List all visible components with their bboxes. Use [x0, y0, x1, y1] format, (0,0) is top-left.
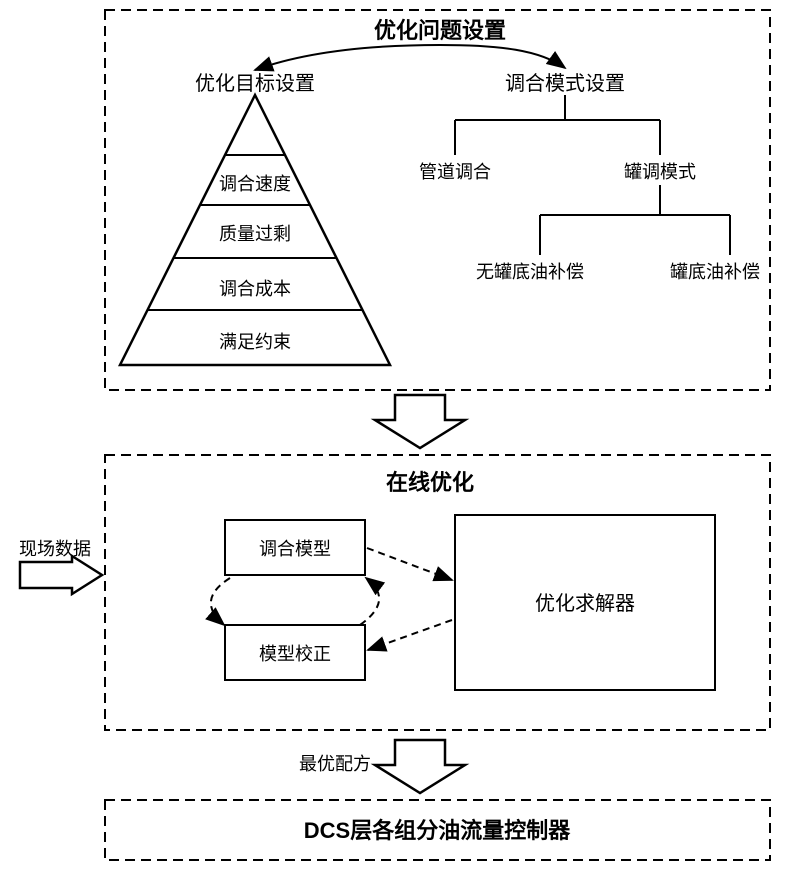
tree-l2b: 罐底油补偿 [670, 262, 760, 282]
pyramid-lv1: 调合速度 [219, 174, 291, 194]
left-heading: 优化目标设置 [195, 72, 315, 95]
blending-model-label: 调合模型 [259, 539, 331, 559]
top-title: 优化问题设置 [374, 18, 506, 43]
big-arrow-2 [375, 740, 465, 793]
bottom-label: DCS层各组分油流量控制器 [304, 818, 571, 843]
tree-l2a: 无罐底油补偿 [476, 262, 584, 282]
mid-title: 在线优化 [386, 470, 474, 495]
dash-arc-right [360, 578, 379, 625]
pyramid-lv4: 满足约束 [219, 332, 291, 352]
dash-to-solver-2 [368, 620, 452, 650]
right-heading: 调合模式设置 [505, 72, 625, 95]
model-correction-label: 模型校正 [259, 644, 331, 664]
pyramid-lv3: 调合成本 [219, 279, 291, 299]
dash-arc-left [211, 578, 230, 625]
big-arrow-1 [375, 395, 465, 448]
top-box [105, 10, 770, 390]
dash-to-solver-1 [367, 548, 452, 580]
pyramid-lv2: 质量过剩 [219, 224, 291, 244]
bracket-top-right [440, 45, 565, 68]
solver-label: 优化求解器 [535, 592, 635, 615]
left-input-label: 现场数据 [19, 539, 91, 559]
tree-l1a: 管道调合 [419, 162, 491, 182]
diagram-canvas: 优化问题设置 优化目标设置 调合模式设置 调合速度 质量过剩 调合成本 满足约束… [0, 0, 800, 872]
bracket-top [255, 45, 440, 70]
left-input-arrow [20, 556, 102, 594]
tree-l1b: 罐调模式 [624, 162, 696, 182]
arrow2-label: 最优配方 [299, 754, 371, 774]
